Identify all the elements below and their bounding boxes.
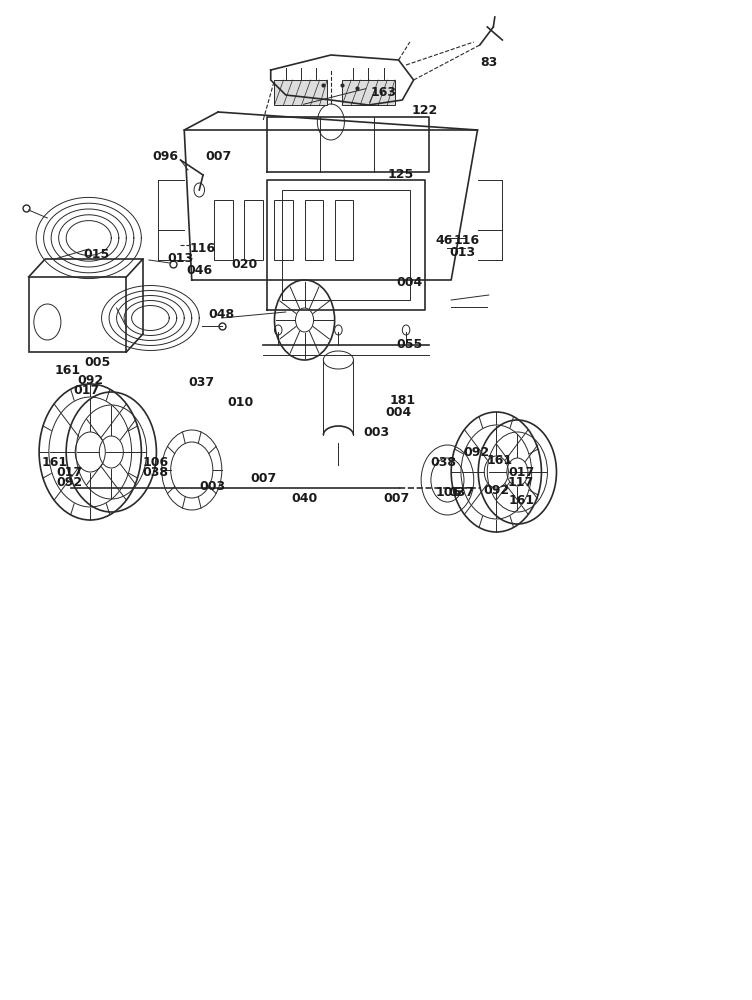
Text: 161: 161 (42, 456, 68, 468)
Text: 013: 013 (450, 246, 475, 259)
Bar (244, 200, 263, 260)
Text: 125: 125 (388, 168, 414, 182)
Text: 003: 003 (363, 426, 389, 438)
Text: 007: 007 (205, 150, 231, 163)
Text: 092: 092 (484, 484, 509, 496)
Text: 038: 038 (143, 466, 168, 479)
Text: 117: 117 (508, 476, 534, 488)
Text: 004: 004 (386, 406, 411, 420)
Text: 017: 017 (74, 383, 99, 396)
Text: 048: 048 (209, 308, 235, 322)
Text: 017: 017 (508, 466, 534, 479)
Text: 106: 106 (143, 456, 168, 468)
Text: 015: 015 (83, 248, 109, 261)
Text: 037: 037 (189, 375, 214, 388)
Text: 116: 116 (190, 241, 216, 254)
Text: 092: 092 (57, 476, 83, 488)
Text: 010: 010 (228, 396, 253, 410)
Text: 122: 122 (412, 104, 438, 116)
Bar (305, 200, 323, 260)
Text: 007: 007 (250, 472, 276, 485)
Bar (335, 200, 353, 260)
Text: 181: 181 (390, 393, 415, 406)
Text: 055: 055 (397, 338, 423, 352)
Text: 040: 040 (292, 491, 317, 504)
Bar (214, 200, 233, 260)
Text: 013: 013 (168, 251, 193, 264)
Text: 092: 092 (463, 446, 489, 458)
Text: 005: 005 (85, 356, 111, 368)
Text: 161: 161 (487, 454, 513, 466)
Text: 83: 83 (481, 56, 497, 70)
Text: 046: 046 (186, 263, 212, 276)
Bar (342, 80, 395, 105)
Bar (274, 80, 327, 105)
Text: 020: 020 (232, 258, 257, 271)
Text: 116: 116 (453, 233, 479, 246)
Text: 161: 161 (55, 363, 80, 376)
Bar (274, 200, 293, 260)
Text: 46: 46 (435, 233, 453, 246)
Text: 007: 007 (384, 491, 409, 504)
Text: 003: 003 (199, 481, 225, 493)
Text: 092: 092 (77, 373, 103, 386)
Text: 106: 106 (435, 486, 461, 498)
Text: 037: 037 (448, 486, 474, 498)
Text: 017: 017 (57, 466, 83, 479)
Text: 096: 096 (153, 150, 178, 163)
Text: 038: 038 (431, 456, 456, 468)
Text: 004: 004 (397, 275, 423, 288)
Text: 161: 161 (508, 493, 534, 506)
Text: 163: 163 (371, 86, 396, 99)
